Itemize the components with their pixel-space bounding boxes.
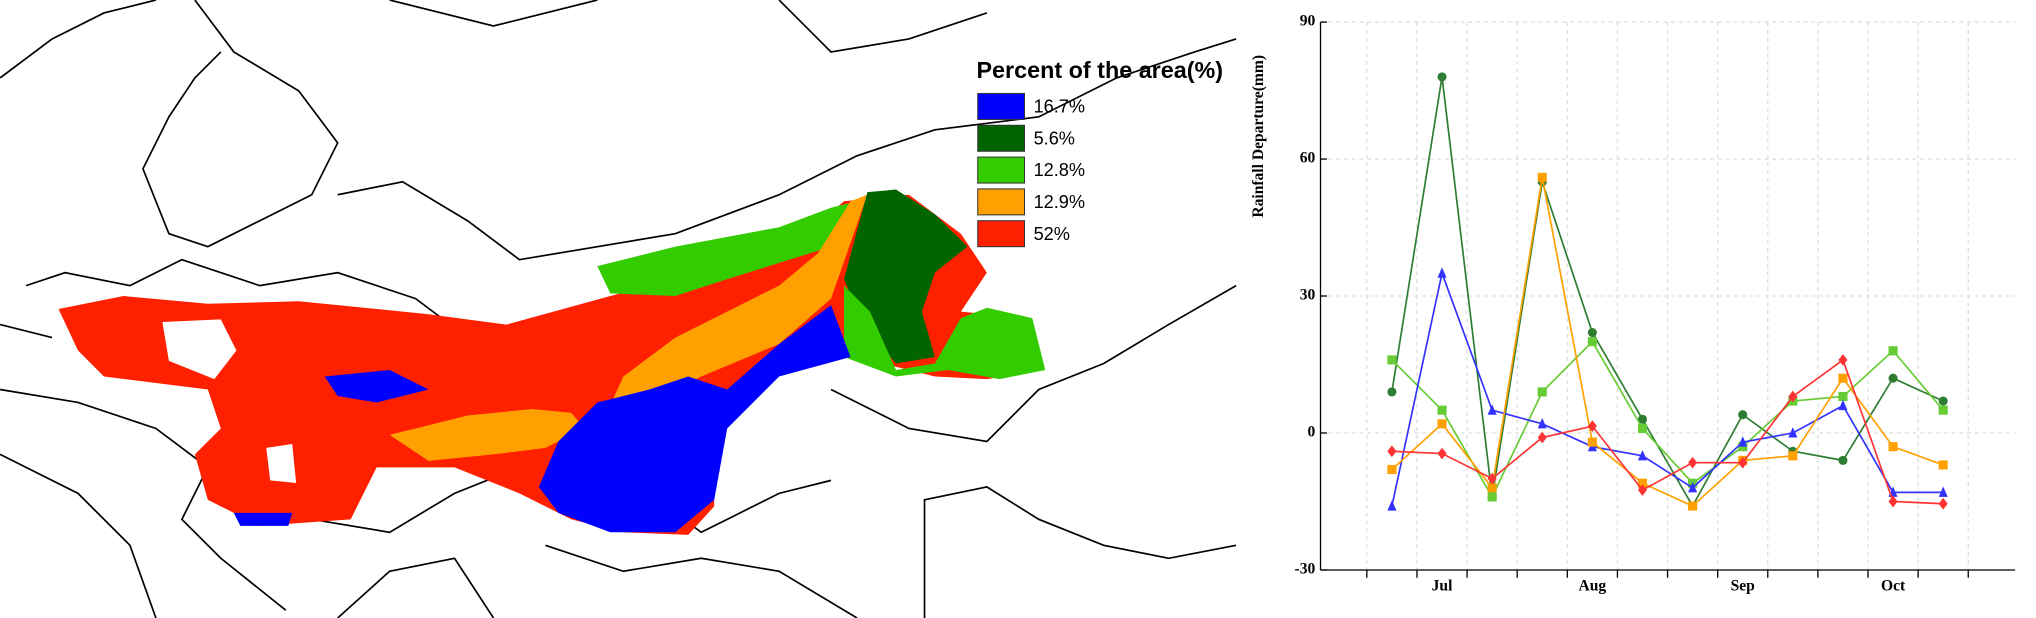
point: [1838, 373, 1848, 383]
point: [1838, 391, 1848, 402]
point: [1738, 436, 1748, 447]
map: Percent of the area(%) 16.7% 5.6% 12.8% 12.…: [0, 0, 1237, 618]
point: [1838, 354, 1848, 366]
legend-swatch: [977, 124, 1026, 152]
legend-swatch: [977, 156, 1026, 184]
legend-label: 52%: [1034, 224, 1070, 244]
point: [1537, 418, 1547, 429]
legend-label: 12.8%: [1034, 160, 1085, 180]
legend-swatch: [977, 188, 1026, 216]
point: [1688, 501, 1698, 511]
point: [1788, 451, 1798, 461]
point: [1487, 483, 1497, 493]
region-gap: [162, 319, 297, 483]
point: [1587, 327, 1597, 338]
y-tick-label: 90: [1300, 13, 1316, 30]
point: [1637, 484, 1648, 496]
point: [1938, 396, 1948, 406]
point: [1738, 410, 1748, 420]
point: [1587, 437, 1597, 447]
point: [1387, 355, 1397, 365]
y-tick-label: 30: [1300, 287, 1316, 304]
legend-swatch: [977, 220, 1026, 248]
point: [1387, 387, 1397, 397]
point: [1587, 337, 1597, 347]
point: [1387, 445, 1397, 458]
series-line: [1391, 177, 1944, 508]
point: [1637, 423, 1648, 433]
point: [1888, 495, 1898, 508]
point: [1938, 497, 1948, 510]
legend: 16.7% 5.6% 12.8% 12.9% 52%: [977, 92, 1085, 248]
point: [1738, 456, 1748, 469]
point: [1938, 405, 1948, 415]
legend-title: Percent of the area(%): [976, 57, 1223, 83]
point: [1437, 447, 1447, 460]
point: [1688, 456, 1698, 469]
point: [1537, 387, 1547, 397]
point: [1487, 404, 1497, 415]
legend-label: 16.7%: [1034, 97, 1085, 117]
y-tick-label: -30: [1295, 561, 1316, 578]
x-tick-label: Sep: [1731, 577, 1756, 594]
legend-swatch: [977, 92, 1026, 120]
region-blue: [233, 305, 851, 533]
legend-label: 5.6%: [1034, 128, 1075, 148]
point: [1938, 486, 1948, 497]
y-tick-label: 0: [1308, 424, 1316, 441]
point: [1587, 420, 1597, 432]
point: [1938, 460, 1948, 470]
point: [1437, 72, 1447, 82]
point: [1637, 414, 1648, 424]
series-line: [1391, 270, 1944, 507]
point: [1888, 442, 1898, 452]
x-tick-label: Aug: [1579, 577, 1607, 594]
x-tick-label: Oct: [1881, 577, 1906, 594]
region-light-green: [597, 201, 858, 297]
point: [1537, 172, 1547, 182]
region-orange: [389, 194, 868, 461]
point: [1888, 346, 1898, 356]
point: [1487, 492, 1497, 502]
point: [1387, 500, 1397, 511]
point: [1838, 399, 1848, 411]
point: [1688, 481, 1698, 493]
point: [1788, 390, 1798, 403]
point: [1888, 373, 1898, 383]
point: [1487, 472, 1497, 485]
legend-label: 12.9%: [1034, 192, 1085, 212]
point: [1637, 449, 1648, 461]
series-line: [1391, 76, 1944, 508]
point: [1437, 267, 1447, 278]
point: [1738, 442, 1748, 452]
region-dark-green: [844, 189, 968, 364]
region-light-green-east: [844, 285, 1046, 380]
point: [1537, 431, 1547, 444]
point: [1437, 405, 1447, 415]
y-tick-label: 60: [1300, 150, 1316, 167]
point: [1437, 419, 1447, 429]
x-tick-label: Jul: [1432, 577, 1453, 594]
point: [1637, 478, 1648, 488]
chart: Rainfall Departure(mm) -30 0 30 60 90 Jul Aug S…: [1250, 13, 2016, 594]
point: [1838, 455, 1848, 465]
point: [1387, 464, 1397, 475]
series-line: [1391, 358, 1944, 505]
y-axis-label: Rainfall Departure(mm): [1250, 55, 1267, 218]
point: [1788, 427, 1798, 438]
